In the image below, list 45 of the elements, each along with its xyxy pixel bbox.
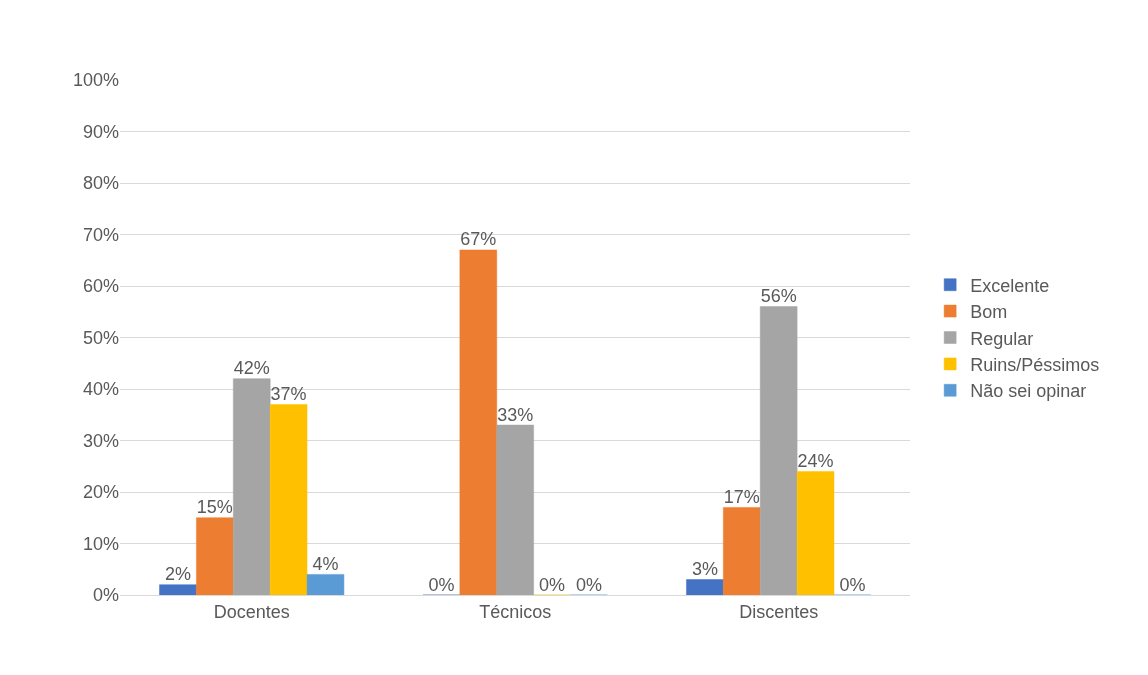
bar — [796, 471, 835, 595]
y-tick-label: 60% — [82, 276, 119, 297]
data-label: 2% — [164, 564, 191, 585]
data-label: 17% — [723, 486, 760, 507]
bar — [723, 507, 761, 595]
bar — [306, 574, 345, 595]
data-label: 15% — [196, 497, 233, 518]
x-tick-label: Docentes — [213, 601, 290, 622]
data-label: 42% — [233, 358, 270, 379]
legend-label: Não sei opinar — [970, 381, 1087, 402]
y-tick-label: 100% — [72, 70, 119, 91]
legend-label: Bom — [970, 302, 1008, 323]
legend-label: Ruins/Péssimos — [970, 354, 1100, 375]
y-tick-label: 10% — [82, 533, 119, 554]
data-label: 24% — [797, 450, 834, 471]
bar — [686, 579, 724, 595]
y-tick-label: 40% — [82, 379, 119, 400]
y-tick-label: 30% — [82, 430, 119, 451]
x-tick-label: Discentes — [739, 601, 819, 622]
bar — [159, 584, 197, 595]
x-tick-label: Técnicos — [479, 601, 552, 622]
bar — [496, 424, 534, 595]
bar — [759, 306, 798, 595]
legend-label: Excelente — [970, 275, 1050, 296]
data-label: 3% — [691, 559, 718, 580]
bar — [269, 404, 308, 595]
data-label: 56% — [760, 286, 797, 307]
data-label: 0% — [575, 574, 602, 595]
data-label: 67% — [460, 229, 497, 250]
y-tick-label: 70% — [82, 224, 119, 245]
data-label: 0% — [839, 574, 866, 595]
y-tick-label: 90% — [82, 121, 119, 142]
data-label: 0% — [539, 574, 566, 595]
data-label: 37% — [270, 383, 307, 404]
legend-label: Regular — [970, 328, 1034, 349]
data-label: 0% — [428, 574, 455, 595]
bar — [459, 249, 498, 595]
data-label: 33% — [497, 404, 534, 425]
y-tick-label: 20% — [82, 482, 119, 503]
y-tick-label: 80% — [82, 173, 119, 194]
y-tick-label: 50% — [82, 327, 119, 348]
bar — [196, 517, 234, 595]
bar — [233, 378, 271, 595]
data-label: 4% — [312, 553, 339, 574]
y-tick-label: 0% — [92, 585, 119, 606]
